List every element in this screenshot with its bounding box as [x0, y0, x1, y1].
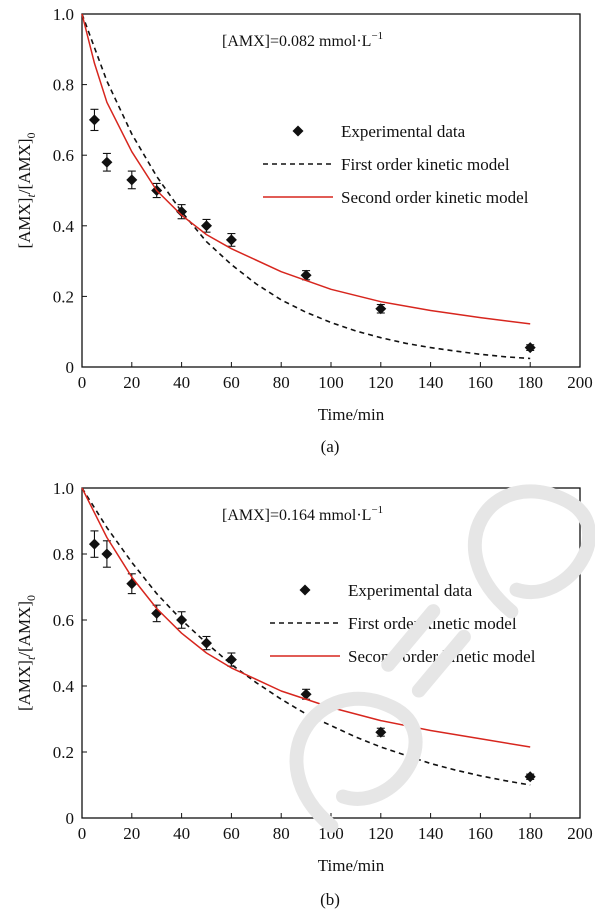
y-axis-label-part: /[AMX]	[15, 601, 34, 657]
y-axis-label-subscript: 0	[24, 132, 38, 138]
annotation-text: [AMX]=0.164 mmol·L	[222, 507, 371, 524]
x-tick-label: 180	[517, 824, 543, 843]
legend-label: Experimental data	[348, 581, 473, 600]
chart-panel-a: 0 20 40 60 80 100 120 140 160 180 200 0 0.2 0.4 0.6 0.8…	[15, 5, 593, 424]
legend-marker-experimental	[292, 125, 304, 137]
x-tick-label: 160	[468, 824, 494, 843]
x-tick-label: 120	[368, 373, 394, 392]
y-tick-label: 0	[66, 809, 75, 828]
y-tick-label: 0.4	[53, 217, 75, 236]
first-order-model-line	[81, 13, 531, 360]
y-tick-label: 1.0	[53, 5, 74, 24]
second-order-model-line	[81, 487, 531, 748]
y-axis-label-subscript: 0	[24, 595, 38, 601]
data-point	[225, 234, 237, 246]
y-tick-label: 0.6	[53, 611, 74, 630]
x-tick-label: 80	[273, 373, 290, 392]
legend-marker-experimental	[299, 584, 311, 596]
legend-label: Second order kinetic model	[348, 647, 536, 666]
x-tick-label: 0	[78, 373, 87, 392]
panel-label: (b)	[320, 890, 340, 909]
data-point	[88, 114, 100, 126]
annotation-text: [AMX]=0.082 mmol·L	[222, 33, 371, 50]
x-tick-label: 40	[173, 373, 190, 392]
data-point	[524, 771, 536, 783]
concentration-annotation: [AMX]=0.082 mmol·L−1	[222, 30, 383, 50]
x-tick-label: 180	[517, 373, 543, 392]
data-point	[88, 538, 100, 550]
legend-label: Experimental data	[341, 122, 466, 141]
y-axis-label-subscript: t	[24, 656, 38, 660]
panel-label: (a)	[321, 437, 340, 456]
y-tick-label: 1.0	[53, 479, 74, 498]
legend-label: First order kinetic model	[341, 155, 510, 174]
legend-label: Second order kinetic model	[341, 188, 529, 207]
x-tick-label: 80	[273, 824, 290, 843]
data-point	[300, 269, 312, 281]
y-axis-label-part: /[AMX]	[15, 138, 34, 194]
x-tick-label: 120	[368, 824, 394, 843]
x-tick-label: 20	[123, 373, 140, 392]
y-axis-label-subscript: t	[24, 194, 38, 198]
legend: Experimental data First order kinetic mod…	[263, 122, 529, 207]
legend-label: First order kinetic model	[348, 614, 517, 633]
x-tick-label: 60	[223, 373, 240, 392]
data-point	[126, 578, 138, 590]
data-point	[375, 303, 387, 315]
x-tick-label: 100	[318, 824, 344, 843]
data-point	[101, 156, 113, 168]
x-tick-label: 20	[123, 824, 140, 843]
x-tick-label: 0	[78, 824, 87, 843]
x-tick-label: 200	[567, 373, 593, 392]
y-axis-label: [AMX]t/[AMX]0	[15, 595, 38, 711]
x-tick-label: 160	[468, 373, 494, 392]
chart-panel-b: 0 20 40 60 80 100 120 140 160 180 200 0 0.2 0.4 0.6 0.8…	[15, 479, 593, 875]
legend: Experimental data First order kinetic mod…	[270, 581, 536, 666]
y-tick-label: 0.2	[53, 287, 74, 306]
y-axis-label: [AMX]t/[AMX]0	[15, 132, 38, 248]
data-point	[524, 342, 536, 354]
x-tick-label: 40	[173, 824, 190, 843]
y-axis-label-part: [AMX]	[15, 198, 34, 249]
data-point	[101, 548, 113, 560]
data-point	[201, 220, 212, 232]
data-point	[126, 174, 138, 186]
data-point	[225, 654, 237, 666]
annotation-superscript: −1	[371, 504, 383, 516]
y-tick-label: 0.8	[53, 545, 74, 564]
y-tick-label: 0.6	[53, 146, 74, 165]
x-axis-label: Time/min	[318, 405, 385, 424]
y-tick-label: 0	[66, 358, 75, 377]
x-tick-label: 60	[223, 824, 240, 843]
x-axis-label: Time/min	[318, 856, 385, 875]
y-tick-label: 0.2	[53, 743, 74, 762]
y-axis-label-part: [AMX]	[15, 660, 34, 711]
concentration-annotation: [AMX]=0.164 mmol·L−1	[222, 504, 383, 524]
x-tick-label: 100	[318, 373, 344, 392]
y-tick-label: 0.4	[53, 677, 75, 696]
x-tick-label: 200	[567, 824, 593, 843]
first-order-model-line	[81, 487, 531, 786]
x-tick-label: 140	[418, 824, 444, 843]
x-tick-label: 140	[418, 373, 444, 392]
second-order-model-line	[81, 13, 531, 325]
annotation-superscript: −1	[371, 30, 383, 42]
y-tick-label: 0.8	[53, 76, 74, 95]
